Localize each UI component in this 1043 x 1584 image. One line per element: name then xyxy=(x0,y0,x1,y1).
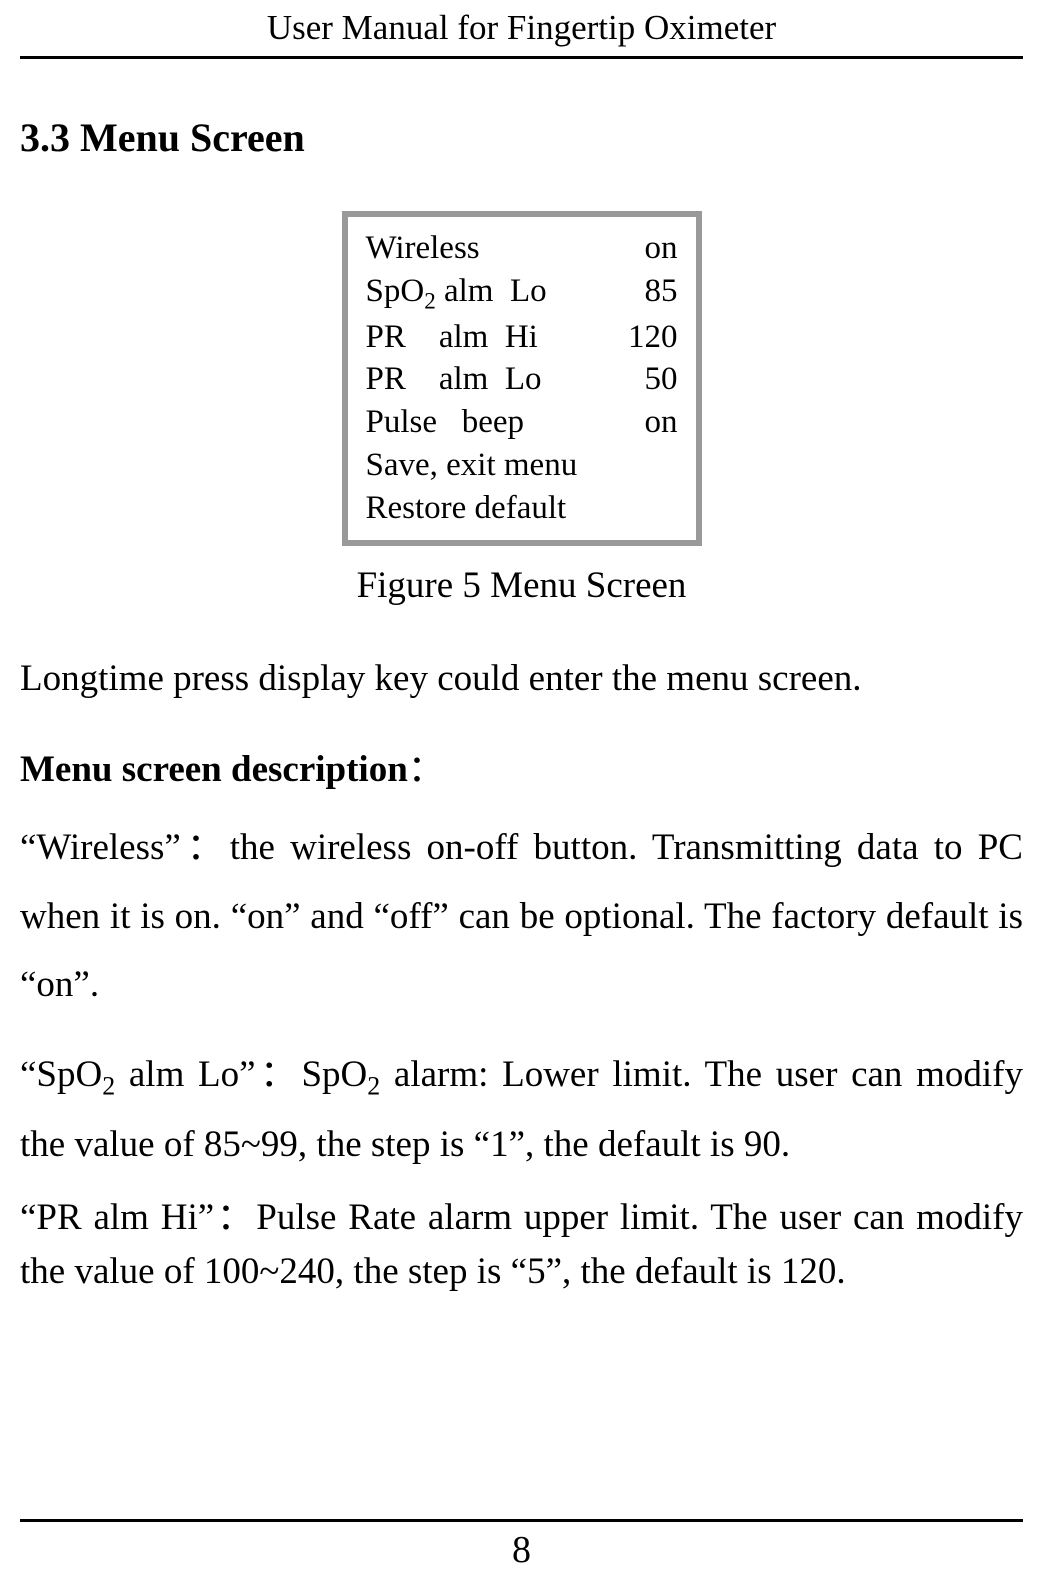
menu-row-pulse-beep: Pulse beep on xyxy=(366,401,678,444)
section-heading: 3.3 Menu Screen xyxy=(20,114,1023,161)
menu-label: PR alm Hi xyxy=(366,316,618,359)
subheading: Menu screen description： xyxy=(20,738,1023,792)
menu-row-restore: Restore default xyxy=(366,487,678,530)
menu-row-pr-hi: PR alm Hi 120 xyxy=(366,316,678,359)
paragraph-pr-hi: “PR alm Hi”：Pulse Rate alarm upper limit… xyxy=(20,1191,1023,1298)
menu-label: SpO2 alm Lo xyxy=(366,270,618,316)
header-title: User Manual for Fingertip Oximeter xyxy=(267,8,776,47)
intro-text: Longtime press display key could enter t… xyxy=(20,649,1023,708)
paragraph-wireless: “Wireless”：the wireless on-off button. T… xyxy=(20,814,1023,1019)
menu-value: 50 xyxy=(618,358,678,401)
figure-container: Wireless on SpO2 alm Lo 85 PR alm Hi 120… xyxy=(20,211,1023,607)
menu-value: on xyxy=(618,227,678,270)
menu-value: 120 xyxy=(618,316,678,359)
subheading-text: Menu screen description xyxy=(20,749,408,790)
subheading-colon: ： xyxy=(408,749,445,790)
menu-row-pr-lo: PR alm Lo 50 xyxy=(366,358,678,401)
menu-value: on xyxy=(618,401,678,444)
menu-label: Pulse beep xyxy=(366,401,618,444)
page-number: 8 xyxy=(512,1529,531,1571)
menu-screen-box: Wireless on SpO2 alm Lo 85 PR alm Hi 120… xyxy=(342,211,702,546)
menu-label: PR alm Lo xyxy=(366,358,618,401)
menu-value: 85 xyxy=(618,270,678,316)
menu-row-save-exit: Save, exit menu xyxy=(366,444,678,487)
figure-caption: Figure 5 Menu Screen xyxy=(357,564,687,607)
menu-row-spo2-lo: SpO2 alm Lo 85 xyxy=(366,270,678,316)
page-header: User Manual for Fingertip Oximeter xyxy=(20,0,1023,59)
menu-label: Wireless xyxy=(366,227,618,270)
paragraph-spo2: “SpO2 alm Lo”：SpO2 alarm: Lower limit. T… xyxy=(20,1041,1023,1179)
page-footer: 8 xyxy=(20,1519,1023,1584)
menu-row-wireless: Wireless on xyxy=(366,227,678,270)
